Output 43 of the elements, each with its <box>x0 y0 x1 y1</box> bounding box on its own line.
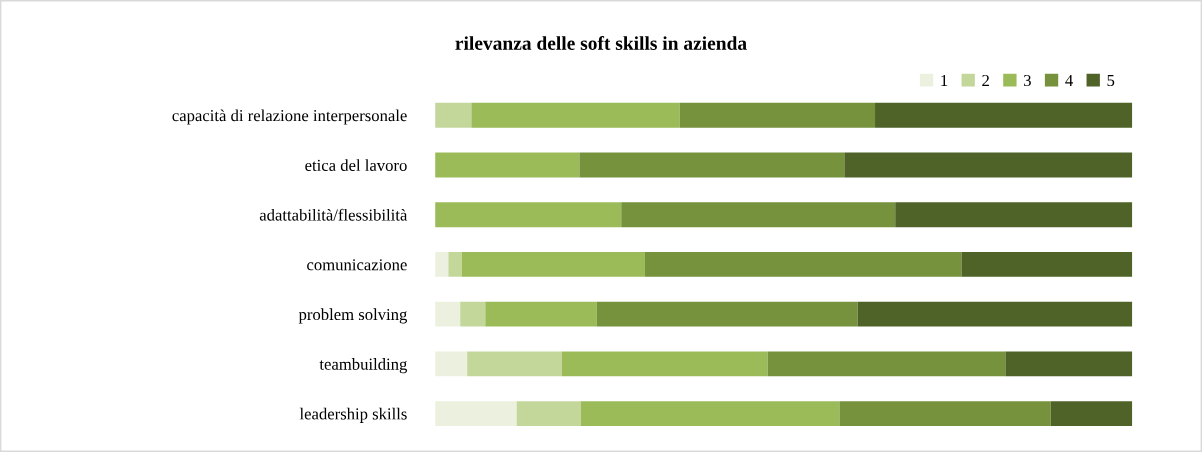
bar <box>435 401 517 427</box>
bar <box>895 202 1133 228</box>
bar <box>679 102 876 128</box>
legend-label: 5 <box>1107 75 1115 87</box>
legend-label: 3 <box>1024 74 1031 87</box>
bar <box>435 351 468 377</box>
bar <box>580 401 840 427</box>
bar <box>467 351 563 377</box>
bar <box>596 301 858 327</box>
y-tick-label: adattabilità/flessibilità <box>259 208 408 221</box>
bar <box>579 152 845 178</box>
bar <box>961 251 1133 277</box>
legend-label: 2 <box>982 74 989 86</box>
bar <box>485 301 597 327</box>
bar <box>562 351 768 377</box>
bar <box>875 102 1133 128</box>
bar <box>839 401 1051 427</box>
bar <box>435 301 461 327</box>
y-tick-label: comunicazione <box>307 259 407 271</box>
bar <box>621 202 896 228</box>
bar <box>435 152 580 178</box>
y-tick-label: etica del lavoro <box>305 159 407 171</box>
bar <box>461 251 645 277</box>
bar <box>767 351 1006 377</box>
y-tick-label: teambuilding <box>319 358 408 374</box>
bar <box>1005 351 1133 377</box>
bar <box>516 401 581 427</box>
y-tick-label: leadership skills <box>299 407 407 423</box>
bar <box>448 251 462 277</box>
bar <box>471 102 680 128</box>
bar <box>644 251 962 277</box>
legend-label: 1 <box>941 74 948 86</box>
bar <box>460 301 486 327</box>
bar <box>1050 401 1133 427</box>
bar <box>435 251 449 277</box>
legend-label: 4 <box>1065 74 1073 86</box>
bar <box>435 102 472 128</box>
y-tick-label: capacità di relazione interpersonale <box>172 109 407 125</box>
bar <box>844 152 1133 178</box>
chart-title: rilevanza delle soft skills in azienda <box>455 36 747 50</box>
bar <box>857 301 1133 327</box>
y-tick-label: problem solving <box>298 308 408 324</box>
bar <box>435 202 622 228</box>
